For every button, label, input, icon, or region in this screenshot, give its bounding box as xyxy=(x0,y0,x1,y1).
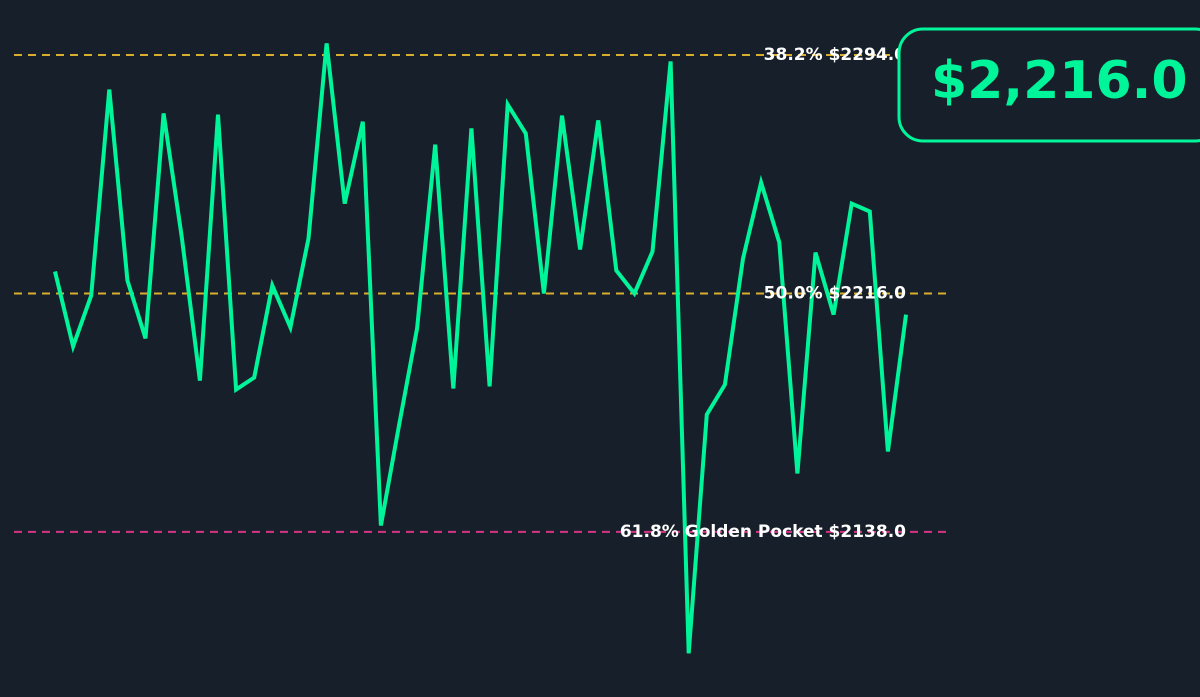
fib-level-label: 61.8% Golden Pocket $2138.0 xyxy=(620,522,906,542)
fib-level-label: 38.2% $2294.0 xyxy=(764,45,906,65)
plot: 38.2% $2294.0 50.0% $2216.0 61.8% Golden P… xyxy=(53,43,908,654)
fib-level-label: 50.0% $2216.0 xyxy=(764,283,906,303)
levels xyxy=(14,54,946,533)
price-line xyxy=(53,43,908,654)
price-label: $2,216.0 xyxy=(931,51,1188,111)
price-box xyxy=(897,27,1200,143)
